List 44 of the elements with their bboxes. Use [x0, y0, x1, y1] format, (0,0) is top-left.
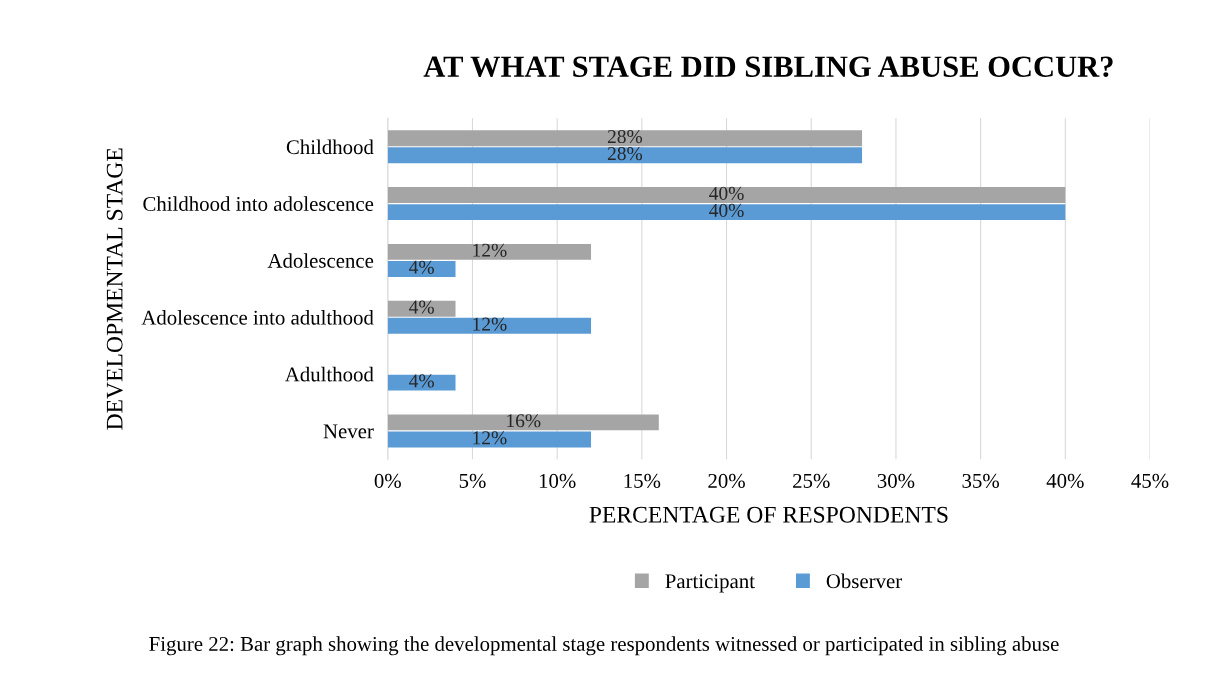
data-label: 16%	[507, 414, 541, 428]
data-label: 12%	[473, 431, 507, 445]
bar	[387, 317, 592, 334]
chart-title: AT WHAT STAGE DID SIBLING ABUSE OCCUR?	[423, 56, 1113, 78]
x-tick-label: 20%	[708, 473, 745, 488]
bar	[387, 431, 592, 448]
data-label: 12%	[473, 317, 507, 331]
data-label: 40%	[709, 186, 744, 200]
y-tick-label: Childhood	[286, 139, 374, 155]
caption: Figure 22: Bar graph showing the developmental stage respondents witnessed or participated in sibling abuse	[149, 636, 1059, 656]
data-label: 4%	[409, 300, 434, 314]
data-label: 4%	[409, 260, 434, 274]
legend-label: Participant	[665, 574, 755, 593]
data-label: 40%	[709, 203, 744, 218]
bar	[387, 147, 863, 164]
y-tick-label: Adolescence into adulthood	[141, 310, 374, 325]
x-axis-title: PERCENTAGE OF RESPONDENTS	[589, 506, 948, 523]
y-axis-title: DEVELOPMENTAL STAGE	[106, 148, 123, 430]
bar	[387, 260, 456, 277]
bar	[387, 300, 456, 317]
data-label: 4%	[409, 374, 434, 388]
y-tick-label: Adolescence	[267, 253, 374, 268]
x-tick-label: 45%	[1131, 473, 1169, 488]
x-tick-label: 15%	[624, 473, 661, 488]
x-tick-label: 35%	[962, 473, 1000, 488]
data-label: 12%	[473, 243, 507, 257]
legend-label: Observer	[826, 573, 903, 589]
bar	[387, 204, 1066, 221]
x-tick-label: 10%	[539, 473, 576, 488]
x-tick-label: 0%	[374, 473, 401, 488]
bar	[387, 187, 1066, 204]
y-tick-label: Never	[323, 424, 374, 439]
bar	[387, 130, 863, 147]
x-tick-label: 25%	[793, 473, 830, 488]
data-label: 28%	[607, 147, 643, 161]
x-tick-label: 40%	[1046, 473, 1084, 488]
y-tick-label: Childhood into adolescence	[143, 196, 374, 212]
y-tick-label: Adulthood	[284, 366, 374, 382]
x-tick-label: 30%	[877, 473, 915, 488]
x-tick-label: 5%	[459, 473, 486, 488]
bar	[387, 243, 592, 260]
bar	[387, 374, 456, 391]
data-label: 28%	[607, 129, 643, 144]
bar	[387, 414, 659, 431]
